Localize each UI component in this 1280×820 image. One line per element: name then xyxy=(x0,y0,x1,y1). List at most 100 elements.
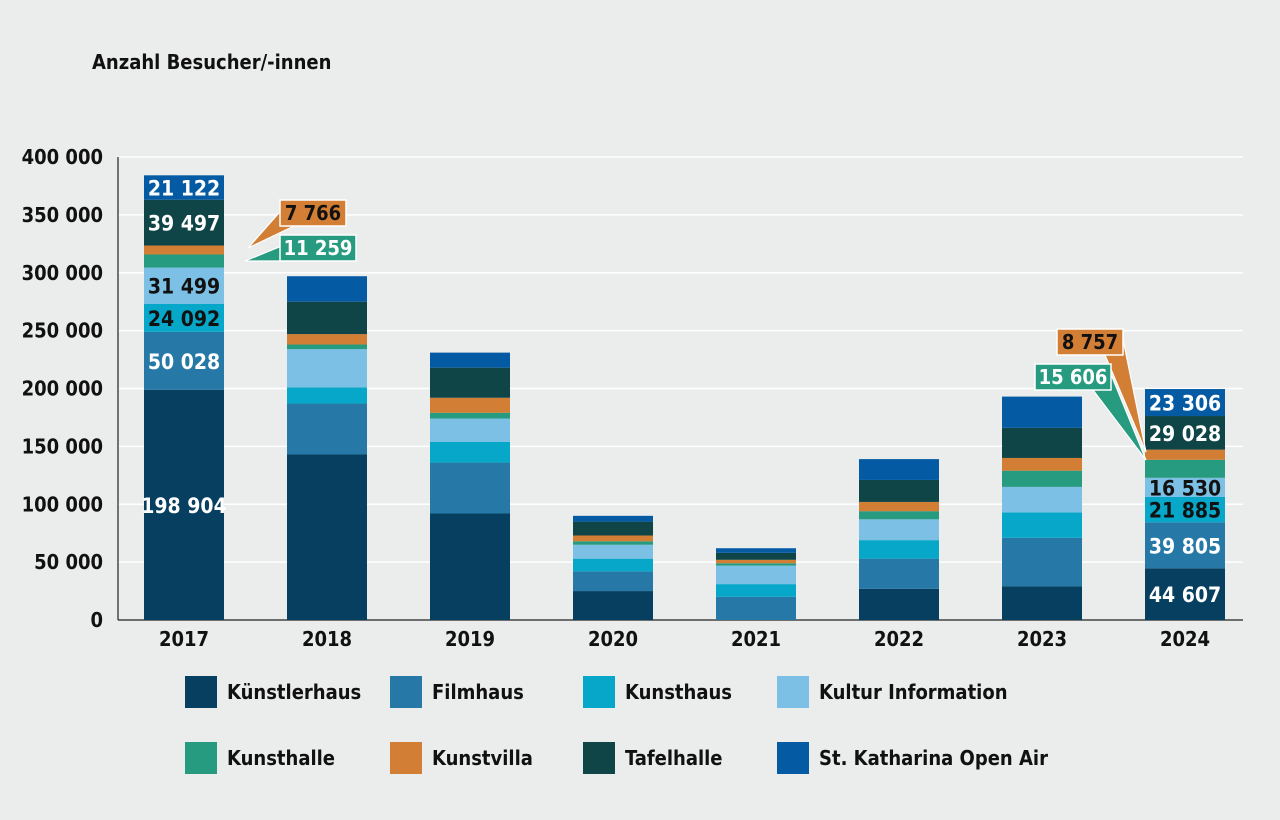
bar-2022-kunsthaus xyxy=(859,540,939,559)
bar-2024-kunstvilla xyxy=(1145,449,1225,460)
data-label-2024-kunsthalle: 15 606 xyxy=(1039,365,1108,389)
callout-box-2024-kunstvilla xyxy=(1056,328,1124,356)
legend-swatch xyxy=(185,742,217,774)
bar-2022-st-katharina-open-air xyxy=(859,459,939,480)
bar-2019-filmhaus xyxy=(430,462,510,514)
y-tick-label: 0 xyxy=(90,608,103,632)
legend-label: Kunstvilla xyxy=(432,746,533,770)
bar-2021-st-katharina-open-air xyxy=(716,548,796,553)
data-label-2017-tafelhalle: 39 497 xyxy=(148,212,220,236)
data-label-2024-tafelhalle: 29 028 xyxy=(1149,422,1221,446)
bar-2019-tafelhalle xyxy=(430,367,510,398)
bar-2017-kultur-information xyxy=(144,267,224,304)
bar-2017-tafelhalle xyxy=(144,199,224,246)
data-label-2024-kunsthaus: 21 885 xyxy=(1149,499,1221,523)
bar-2018-kunsthalle xyxy=(287,344,367,350)
bar-2021-filmhaus xyxy=(716,596,796,620)
bar-2022-tafelhalle xyxy=(859,479,939,502)
y-tick-label: 350 000 xyxy=(22,203,103,227)
bar-2019-st-katharina-open-air xyxy=(430,352,510,368)
legend: Künstlerhaus Filmhaus Kunsthaus Kultur Info… xyxy=(185,670,1085,790)
legend-label: Kunsthalle xyxy=(227,746,336,770)
bar-2017-kunsthaus xyxy=(144,303,224,332)
legend-item-tafelhalle: Tafelhalle xyxy=(583,742,723,774)
x-tick-label-2023: 2023 xyxy=(1017,627,1067,651)
bar-2022-kultur-information xyxy=(859,519,939,541)
bar-2024-kunsthalle xyxy=(1145,459,1225,478)
legend-item-kultur-information: Kultur Information xyxy=(777,676,1008,708)
bar-2023-tafelhalle xyxy=(1002,427,1082,458)
bar-2020-kultur-information xyxy=(573,544,653,559)
bar-2024-kunsthaus xyxy=(1145,496,1225,523)
legend-item-st-katharina-open-air: St. Katharina Open Air xyxy=(777,742,1048,774)
bar-2021-kunsthaus xyxy=(716,584,796,597)
callout-box-2024-kunsthalle xyxy=(1034,363,1112,391)
bar-2020-filmhaus xyxy=(573,571,653,592)
x-tick-label-2021: 2021 xyxy=(731,627,781,651)
bar-2022-kunstvilla xyxy=(859,501,939,512)
bar-2018-kultur-information xyxy=(287,349,367,388)
bar-2020-kunstvilla xyxy=(573,535,653,542)
bar-2018-tafelhalle xyxy=(287,301,367,335)
x-tick-label-2019: 2019 xyxy=(445,627,495,651)
legend-label: Künstlerhaus xyxy=(227,680,362,704)
x-tick-label-2022: 2022 xyxy=(874,627,924,651)
bar-2024-kultur-information xyxy=(1145,477,1225,497)
data-label-2024-kultur-information: 16 530 xyxy=(1149,476,1221,500)
bar-2024-st-katharina-open-air xyxy=(1145,389,1225,417)
data-label-2017-filmhaus: 50 028 xyxy=(148,350,220,374)
legend-swatch xyxy=(777,742,809,774)
bar-2019-kunstvilla xyxy=(430,397,510,413)
legend-item-kunsthaus: Kunsthaus xyxy=(583,676,732,708)
bar-2024-filmhaus xyxy=(1145,522,1225,569)
y-tick-label: 50 000 xyxy=(34,550,103,574)
bar-2020-tafelhalle xyxy=(573,521,653,536)
bar-2021-kunstvilla xyxy=(716,559,796,564)
data-label-2017-kultur-information: 31 499 xyxy=(148,275,220,299)
data-label-2024-st-katharina-open-air: 23 306 xyxy=(1149,392,1221,416)
x-tick-label-2017: 2017 xyxy=(159,627,209,651)
x-tick-label-2024: 2024 xyxy=(1160,627,1210,651)
bar-2022-kunsthalle xyxy=(859,511,939,520)
bar-2023-künstlerhaus xyxy=(1002,586,1082,620)
bar-2020-künstlerhaus xyxy=(573,591,653,620)
legend-item-kunstvilla: Kunstvilla xyxy=(390,742,533,774)
bar-2021-tafelhalle xyxy=(716,552,796,560)
bar-2019-kultur-information xyxy=(430,418,510,442)
legend-swatch xyxy=(777,676,809,708)
y-tick-label: 100 000 xyxy=(22,492,103,516)
legend-swatch xyxy=(583,742,615,774)
legend-swatch xyxy=(185,676,217,708)
bar-2017-kunstvilla xyxy=(144,245,224,255)
legend-item-künstlerhaus: Künstlerhaus xyxy=(185,676,361,708)
y-tick-label: 300 000 xyxy=(22,261,103,285)
data-label-2017-künstlerhaus: 198 904 xyxy=(141,494,226,518)
y-tick-label: 250 000 xyxy=(22,319,103,343)
legend-label: Kultur Information xyxy=(819,680,1008,704)
data-label-2017-st-katharina-open-air: 21 122 xyxy=(148,177,220,201)
bar-2019-kunsthalle xyxy=(430,412,510,419)
bar-2023-kunsthalle xyxy=(1002,470,1082,487)
legend-swatch xyxy=(583,676,615,708)
bar-2018-filmhaus xyxy=(287,403,367,455)
bar-2018-st-katharina-open-air xyxy=(287,276,367,302)
y-tick-label: 400 000 xyxy=(22,145,103,169)
bar-2020-st-katharina-open-air xyxy=(573,515,653,522)
data-label-2024-kunstvilla: 8 757 xyxy=(1062,330,1118,354)
bar-2023-kultur-information xyxy=(1002,486,1082,513)
bar-2019-kunsthaus xyxy=(430,441,510,463)
bar-2017-kunsthalle xyxy=(144,254,224,268)
callout-box-2017-kunsthalle xyxy=(279,234,357,262)
x-tick-label-2018: 2018 xyxy=(302,627,352,651)
legend-label: Tafelhalle xyxy=(625,746,723,770)
legend-label: Filmhaus xyxy=(432,680,524,704)
data-label-2024-filmhaus: 39 805 xyxy=(1149,534,1221,558)
data-label-2017-kunsthaus: 24 092 xyxy=(148,307,220,331)
legend-item-kunsthalle: Kunsthalle xyxy=(185,742,335,774)
bar-2019-künstlerhaus xyxy=(430,513,510,620)
legend-swatch xyxy=(390,742,422,774)
legend-label: Kunsthaus xyxy=(625,680,733,704)
bar-2022-filmhaus xyxy=(859,558,939,589)
